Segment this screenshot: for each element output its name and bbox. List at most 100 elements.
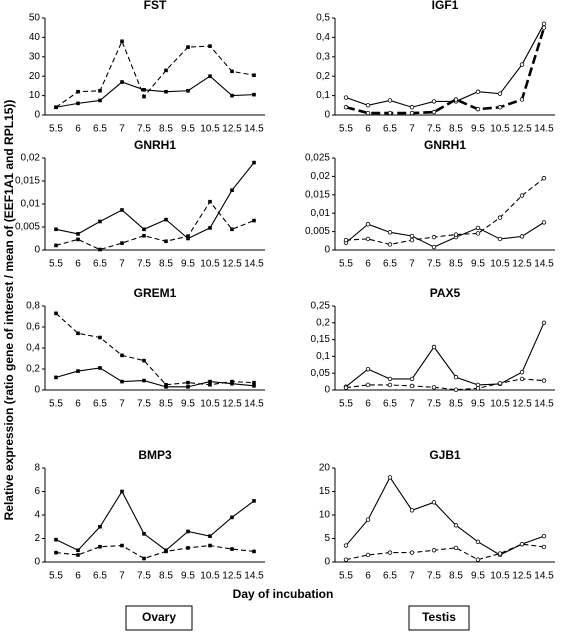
point-marker — [431, 234, 437, 240]
y-tick-label: 0 — [324, 557, 330, 568]
x-tick-label: 7 — [409, 124, 415, 135]
point-marker — [98, 524, 102, 529]
point-marker — [54, 537, 58, 542]
point-marker — [365, 103, 371, 108]
y-tick-label: 0,005 — [305, 226, 330, 237]
point-marker — [409, 550, 415, 555]
point-marker — [519, 62, 525, 67]
point-marker — [142, 87, 146, 92]
x-tick-label: 12.5 — [222, 124, 242, 135]
point-marker — [365, 517, 371, 522]
x-tick-label: 5.5 — [339, 124, 353, 135]
y-tick-label: 0,15 — [311, 334, 331, 345]
x-tick-label: 12.5 — [512, 571, 532, 582]
point-marker — [142, 532, 146, 536]
point-marker — [453, 232, 459, 237]
point-marker — [387, 382, 393, 388]
x-tick-label: 6 — [75, 571, 81, 582]
y-tick-label: 0,01 — [311, 208, 331, 219]
x-tick-label: 9.5 — [471, 571, 485, 582]
point-marker — [519, 541, 525, 547]
point-marker — [252, 160, 256, 165]
series-line — [345, 27, 546, 115]
x-tick-label: 6 — [75, 124, 81, 135]
point-marker — [164, 382, 168, 387]
point-marker — [475, 386, 481, 391]
point-marker — [497, 105, 503, 110]
testis-label: Testis — [422, 610, 456, 624]
x-tick-label: 8.5 — [159, 571, 173, 582]
point-marker — [387, 110, 393, 116]
y-tick-label: 4 — [34, 510, 40, 521]
point-marker — [54, 311, 58, 316]
point-marker — [120, 489, 124, 494]
point-marker — [98, 335, 102, 340]
series-line — [345, 378, 545, 391]
x-tick-label: 10.5 — [490, 124, 510, 135]
point-marker — [453, 545, 459, 551]
point-marker — [519, 97, 525, 102]
point-marker — [186, 529, 190, 534]
chart-title: IGF1 — [432, 0, 459, 12]
point-marker — [409, 508, 415, 513]
x-tick-label: 14.5 — [244, 259, 264, 270]
point-marker — [76, 101, 80, 106]
x-tick-label: 9.5 — [471, 124, 485, 135]
x-tick-label: 10.5 — [200, 571, 220, 582]
x-tick-label: 9.5 — [181, 399, 195, 410]
point-marker — [142, 378, 146, 383]
point-marker — [475, 106, 481, 112]
point-marker — [208, 382, 212, 387]
point-marker — [343, 385, 349, 390]
point-marker — [453, 97, 459, 102]
x-tick-label: 10.5 — [490, 399, 510, 410]
point-marker — [120, 353, 124, 358]
point-marker — [120, 80, 124, 84]
y-tick-label: 0,2 — [316, 71, 330, 82]
x-tick-label: 6.5 — [383, 124, 397, 135]
point-marker — [230, 547, 234, 551]
x-tick-label: 7 — [119, 259, 125, 270]
point-marker — [519, 369, 525, 375]
point-marker — [519, 234, 525, 239]
point-marker — [252, 384, 256, 388]
point-marker — [541, 25, 547, 30]
point-marker — [387, 376, 393, 382]
point-marker — [453, 387, 459, 392]
chart-title: GNRH1 — [134, 138, 176, 152]
point-marker — [142, 233, 146, 238]
y-tick-label: 0,4 — [316, 32, 330, 43]
point-marker — [431, 500, 437, 505]
point-marker — [164, 89, 168, 94]
point-marker — [230, 381, 234, 386]
x-tick-label: 14.5 — [534, 124, 554, 135]
series-line — [345, 543, 545, 561]
x-tick-label: 9.5 — [471, 399, 485, 410]
point-marker — [54, 243, 58, 248]
x-tick-label: 8.5 — [449, 571, 463, 582]
point-marker — [409, 105, 415, 110]
y-tick-label: 0,05 — [311, 368, 331, 379]
point-marker — [54, 375, 58, 380]
x-tick-label: 12.5 — [512, 399, 532, 410]
x-tick-label: 9.5 — [181, 259, 195, 270]
x-tick-label: 7 — [409, 399, 415, 410]
point-marker — [431, 244, 437, 250]
chart-title: PAX5 — [430, 286, 461, 300]
point-marker — [230, 515, 234, 520]
point-marker — [519, 376, 525, 382]
x-tick-label: 8.5 — [159, 124, 173, 135]
point-marker — [142, 227, 146, 232]
point-marker — [186, 45, 190, 49]
point-marker — [409, 383, 415, 389]
point-marker — [365, 236, 371, 242]
point-marker — [475, 225, 481, 231]
x-tick-label: 12.5 — [222, 571, 242, 582]
testis-box — [408, 605, 470, 631]
point-marker — [98, 88, 102, 93]
series-line — [55, 544, 255, 560]
point-marker — [497, 215, 503, 220]
series-line — [345, 476, 545, 556]
x-tick-label: 10.5 — [490, 571, 510, 582]
point-marker — [76, 548, 80, 553]
